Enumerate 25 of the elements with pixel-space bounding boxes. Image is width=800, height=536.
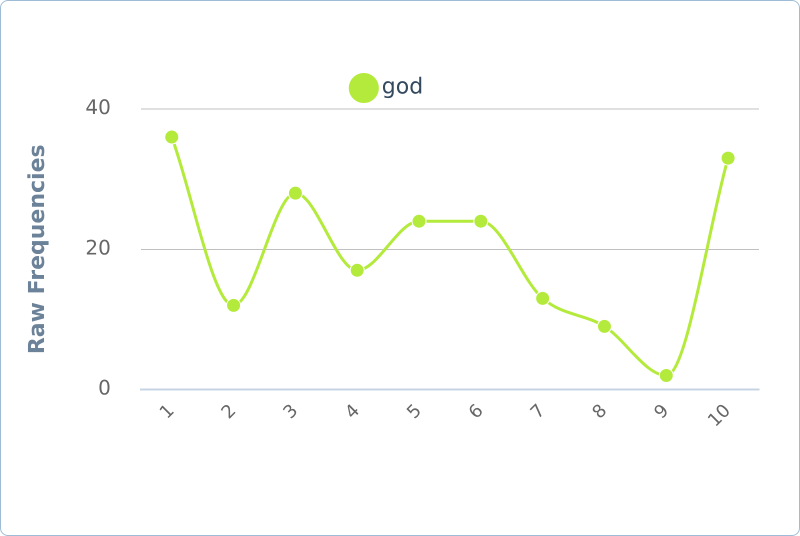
y-axis-title: Raw Frequencies (24, 144, 50, 354)
x-tick-label: 5 (402, 400, 426, 424)
x-tick-label: 1 (156, 400, 179, 424)
point (226, 298, 242, 313)
point (412, 214, 427, 229)
point (535, 290, 550, 306)
point (596, 318, 612, 334)
x-tick-label: 10 (704, 400, 735, 432)
point (164, 130, 180, 145)
y-tick-label: 20 (85, 235, 111, 260)
x-tick-label: 4 (341, 400, 364, 424)
x-tick-label: 8 (588, 400, 612, 424)
point (288, 186, 303, 201)
point (720, 150, 736, 166)
x-tick-label: 2 (217, 400, 240, 424)
point (658, 368, 674, 384)
x-tick-label: 9 (650, 400, 674, 424)
point (350, 262, 365, 278)
x-tick-label: 6 (464, 400, 488, 424)
x-tick-label: 7 (526, 400, 550, 424)
y-tick-label: 40 (85, 95, 111, 120)
legend-label: god (382, 74, 424, 100)
x-tick-label: 3 (279, 400, 302, 424)
point (473, 214, 488, 229)
y-tick-label: 0 (98, 376, 111, 400)
